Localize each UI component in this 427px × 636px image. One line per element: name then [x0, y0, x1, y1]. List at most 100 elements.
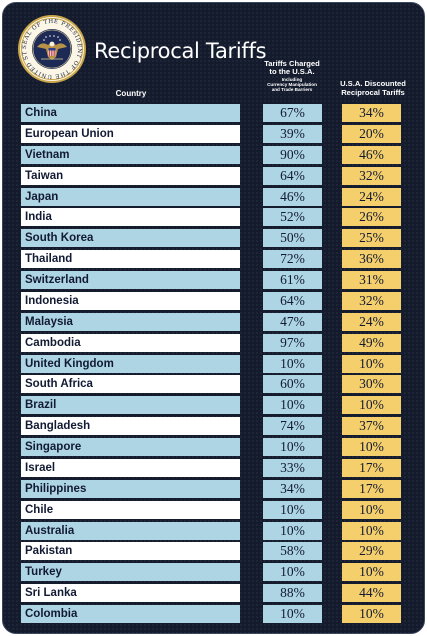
- tariff-charged-cell: 72%: [263, 250, 322, 269]
- country-cell: Singapore: [21, 438, 240, 457]
- table-row: United Kingdom 10% 10%: [21, 354, 406, 373]
- discounted-tariff-cell: 44%: [342, 584, 401, 603]
- tariff-charged-cell: 67%: [263, 104, 322, 122]
- discounted-tariff-cell: 32%: [342, 291, 401, 310]
- discounted-tariff-cell: 10%: [342, 354, 401, 373]
- country-cell: Malaysia: [21, 312, 240, 331]
- table-row: Cambodia 97% 49%: [21, 333, 406, 352]
- country-cell: South Africa: [21, 375, 240, 394]
- country-cell: Colombia: [21, 605, 240, 624]
- tariff-charged-cell: 47%: [263, 312, 322, 331]
- discounted-tariff-cell: 31%: [342, 271, 401, 290]
- tariff-charged-cell: 10%: [263, 605, 322, 624]
- table-row: South Korea 50% 25%: [21, 229, 406, 248]
- table-row: Colombia 10% 10%: [21, 605, 406, 624]
- column-header-tariffs-charged-line2: to the U.S.A.: [269, 67, 315, 77]
- table-row: Turkey 10% 10%: [21, 563, 406, 582]
- discounted-tariff-cell: 10%: [342, 521, 401, 540]
- tariff-charged-cell: 60%: [263, 375, 322, 394]
- country-cell: Turkey: [21, 563, 240, 582]
- tariff-charged-cell: 46%: [263, 187, 322, 206]
- tariff-charged-cell: 50%: [263, 229, 322, 248]
- tariff-charged-cell: 64%: [263, 166, 322, 185]
- discounted-tariff-cell: 25%: [342, 229, 401, 248]
- country-cell: Indonesia: [21, 291, 240, 310]
- table-row: Bangladesh 74% 37%: [21, 417, 406, 436]
- discounted-tariff-cell: 10%: [342, 500, 401, 519]
- table-row: Taiwan 64% 32%: [21, 166, 406, 185]
- discounted-tariff-cell: 29%: [342, 542, 401, 561]
- country-cell: India: [21, 208, 240, 227]
- country-cell: Thailand: [21, 250, 240, 269]
- table-row: Thailand 72% 36%: [21, 250, 406, 269]
- tariff-charged-cell: 34%: [263, 479, 322, 498]
- country-cell: Chile: [21, 500, 240, 519]
- tariff-charged-cell: 10%: [263, 438, 322, 457]
- tariff-charged-cell: 74%: [263, 417, 322, 436]
- discounted-tariff-cell: 10%: [342, 396, 401, 415]
- column-header-discounted-line1: U.S.A. Discounted: [340, 79, 406, 88]
- country-cell: Philippines: [21, 479, 240, 498]
- table-row: South Africa 60% 30%: [21, 375, 406, 394]
- country-cell: Brazil: [21, 396, 240, 415]
- tariff-charged-cell: 39%: [263, 124, 322, 143]
- presidential-seal-icon: SEAL OF THE PRESIDENT OF THE UNITED STAT…: [17, 14, 86, 83]
- tariff-charged-cell: 10%: [263, 521, 322, 540]
- tariff-charged-cell: 10%: [263, 396, 322, 415]
- column-header-tariffs-charged-line1: Tariffs Charged: [264, 59, 320, 68]
- table-row: Switzerland 61% 31%: [21, 271, 406, 290]
- country-cell: Israel: [21, 458, 240, 477]
- country-cell: South Korea: [21, 229, 240, 248]
- column-header-discounted-tariffs: U.S.A. Discounted Reciprocal Tariffs: [333, 79, 413, 97]
- table-row: Australia 10% 10%: [21, 521, 406, 540]
- discounted-tariff-cell: 34%: [342, 104, 401, 122]
- column-header-tariffs-charged-note2: Currency Manipulation: [267, 82, 317, 88]
- tariff-charged-cell: 61%: [263, 271, 322, 290]
- discounted-tariff-cell: 10%: [342, 563, 401, 582]
- country-cell: Taiwan: [21, 166, 240, 185]
- country-cell: Australia: [21, 521, 240, 540]
- discounted-tariff-cell: 24%: [342, 312, 401, 331]
- country-cell: Sri Lanka: [21, 584, 240, 603]
- discounted-tariff-cell: 10%: [342, 438, 401, 457]
- table-row: Sri Lanka 88% 44%: [21, 584, 406, 603]
- table-row: Israel 33% 17%: [21, 458, 406, 477]
- column-header-country: Country: [115, 89, 147, 98]
- country-cell: European Union: [21, 124, 240, 143]
- tariff-charged-cell: 58%: [263, 542, 322, 561]
- discounted-tariff-cell: 32%: [342, 166, 401, 185]
- discounted-tariff-cell: 17%: [342, 479, 401, 498]
- tariff-charged-cell: 52%: [263, 208, 322, 227]
- table-row: Indonesia 64% 32%: [21, 291, 406, 310]
- discounted-tariff-cell: 17%: [342, 458, 401, 477]
- column-header-tariffs-charged-note1: Including: [281, 76, 303, 82]
- table-row: Brazil 10% 10%: [21, 396, 406, 415]
- tariff-charged-cell: 10%: [263, 500, 322, 519]
- tariff-charged-cell: 88%: [263, 584, 322, 603]
- discounted-tariff-cell: 36%: [342, 250, 401, 269]
- table-row: Pakistan 58% 29%: [21, 542, 406, 561]
- discounted-tariff-cell: 49%: [342, 333, 401, 352]
- discounted-tariff-cell: 20%: [342, 124, 401, 143]
- discounted-tariff-cell: 30%: [342, 375, 401, 394]
- tariff-charged-cell: 33%: [263, 458, 322, 477]
- country-cell: Bangladesh: [21, 417, 240, 436]
- table-row: Chile 10% 10%: [21, 500, 406, 519]
- column-header-tariffs-charged-note3: and Trade Barriers: [271, 87, 313, 93]
- discounted-tariff-cell: 26%: [342, 208, 401, 227]
- discounted-tariff-cell: 37%: [342, 417, 401, 436]
- discounted-tariff-cell: 24%: [342, 187, 401, 206]
- table-row: Japan 46% 24%: [21, 187, 406, 206]
- discounted-tariff-cell: 46%: [342, 145, 401, 164]
- tariff-charged-cell: 64%: [263, 291, 322, 310]
- table-row: European Union 39% 20%: [21, 124, 406, 143]
- country-cell: Pakistan: [21, 542, 240, 561]
- country-cell: China: [21, 104, 240, 122]
- tariff-charged-cell: 90%: [263, 145, 322, 164]
- table-row: China 67% 34%: [21, 104, 406, 122]
- table-row: Singapore 10% 10%: [21, 438, 406, 457]
- table-row: Vietnam 90% 46%: [21, 145, 406, 164]
- country-cell: Switzerland: [21, 271, 240, 290]
- tariff-charged-cell: 10%: [263, 354, 322, 373]
